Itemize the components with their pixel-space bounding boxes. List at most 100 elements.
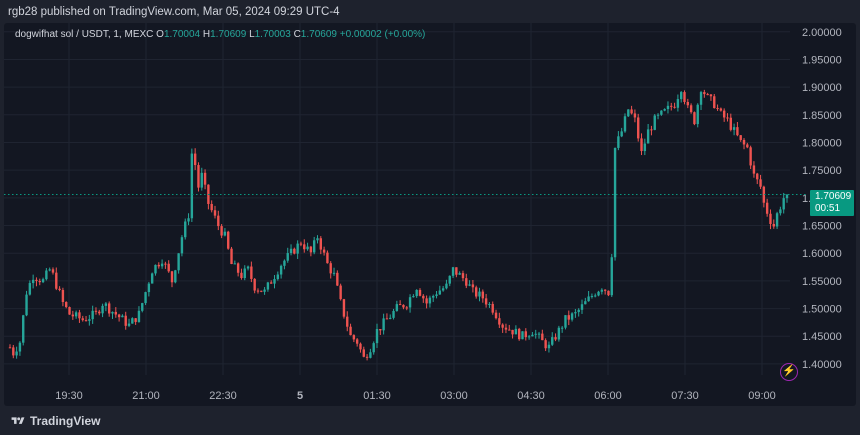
candle-body	[415, 289, 418, 297]
x-tick-label: 22:30	[209, 390, 237, 402]
candle-body	[537, 333, 541, 335]
candle-body	[603, 289, 607, 291]
candle-body	[676, 99, 680, 108]
candle-body	[517, 328, 521, 340]
candle-body	[574, 312, 577, 314]
candle-body	[587, 296, 590, 302]
candle-body	[160, 263, 164, 267]
candle-body	[458, 273, 461, 275]
candle-body	[250, 266, 253, 279]
candle-body	[170, 271, 174, 283]
candle-body	[193, 153, 197, 166]
candle-body	[71, 314, 75, 317]
x-tick-label: 19:30	[55, 390, 83, 402]
candle-body	[65, 302, 68, 308]
candle-body	[554, 337, 557, 340]
candle-body	[299, 243, 303, 245]
candle-body	[547, 344, 551, 349]
candle-body	[412, 296, 415, 298]
tradingview-brand[interactable]: TradingView	[10, 414, 100, 428]
candle-body	[355, 339, 359, 344]
x-tick-label: 09:00	[748, 390, 776, 402]
candle-body	[306, 246, 309, 250]
candle-body	[640, 138, 643, 152]
candle-body	[527, 336, 531, 338]
y-tick-label: 1.60000	[802, 248, 842, 260]
candle-body	[8, 347, 12, 349]
candle-body	[759, 179, 762, 187]
y-tick-label: 1.80000	[802, 137, 842, 149]
candle-body	[564, 315, 567, 328]
high-value: 1.70609	[210, 29, 247, 40]
candle-body	[772, 223, 775, 227]
candle-body	[45, 270, 48, 280]
candle-body	[147, 283, 151, 293]
candle-body	[336, 272, 339, 286]
candle-body	[405, 307, 408, 309]
candle-body	[484, 298, 488, 305]
low-label: L	[249, 29, 255, 40]
candle-body	[689, 105, 693, 113]
candle-body	[117, 314, 121, 318]
candle-body	[243, 268, 246, 279]
candle-body	[560, 327, 564, 329]
candle-body	[276, 274, 280, 280]
y-tick-label: 1.75000	[802, 165, 842, 177]
lightning-icon[interactable]: ⚡	[780, 363, 798, 381]
y-tick-label: 1.55000	[802, 276, 842, 288]
candle-body	[101, 305, 104, 314]
symbol-name: dogwifhat sol / USDT, 1, MEXC	[15, 29, 154, 40]
change-value: +0.00002 (+0.00%)	[339, 29, 426, 40]
candle-body	[703, 92, 706, 95]
candle-body	[385, 318, 389, 320]
candle-body	[187, 218, 190, 222]
candle-body	[481, 291, 485, 299]
y-tick-label: 1.85000	[802, 110, 842, 122]
candle-body	[266, 282, 270, 290]
candle-body	[732, 127, 736, 130]
candle-body	[465, 278, 468, 286]
candle-body	[488, 303, 491, 305]
high-label: H	[202, 29, 211, 40]
candle-body	[167, 263, 170, 272]
x-tick-label: 03:00	[440, 390, 468, 402]
candle-body	[670, 105, 673, 107]
candle-body	[627, 109, 630, 117]
candle-body	[504, 327, 508, 330]
candle-body	[650, 129, 653, 131]
candle-body	[666, 105, 670, 110]
x-tick-label: 01:30	[363, 390, 391, 402]
candle-body	[107, 303, 111, 314]
candle-body	[597, 291, 600, 296]
candle-body	[316, 238, 319, 241]
candle-body	[74, 312, 78, 317]
candle-body	[726, 117, 729, 119]
candle-body	[365, 356, 369, 358]
open-value: 1.70004	[163, 29, 201, 40]
candle-body	[448, 275, 451, 284]
chart-panel[interactable]: 2.00000 1.95000 1.90000 1.85000 1.80000 1.750…	[4, 23, 856, 406]
candle-body	[22, 315, 25, 343]
candle-body	[256, 290, 260, 292]
candle-body	[296, 243, 299, 254]
candle-body	[679, 92, 683, 100]
low-value: 1.70003	[254, 29, 291, 40]
candle-body	[501, 324, 504, 328]
candle-body	[428, 297, 432, 304]
candle-body	[283, 260, 286, 266]
candle-body	[91, 310, 94, 320]
candle-body	[61, 289, 65, 303]
candle-body	[273, 279, 276, 284]
candle-body	[441, 288, 445, 291]
candle-body	[94, 310, 98, 312]
price-chart[interactable]: 2.00000 1.95000 1.90000 1.85000 1.80000 1.750…	[4, 23, 856, 406]
candle-body	[686, 101, 690, 106]
candle-body	[498, 318, 501, 325]
candle-body	[210, 203, 213, 211]
candle-body	[319, 238, 322, 250]
candle-body	[643, 143, 647, 152]
candle-body	[653, 115, 656, 130]
candle-body	[455, 267, 458, 275]
candle-body	[699, 92, 703, 105]
close-value: 1.70609	[300, 29, 337, 40]
